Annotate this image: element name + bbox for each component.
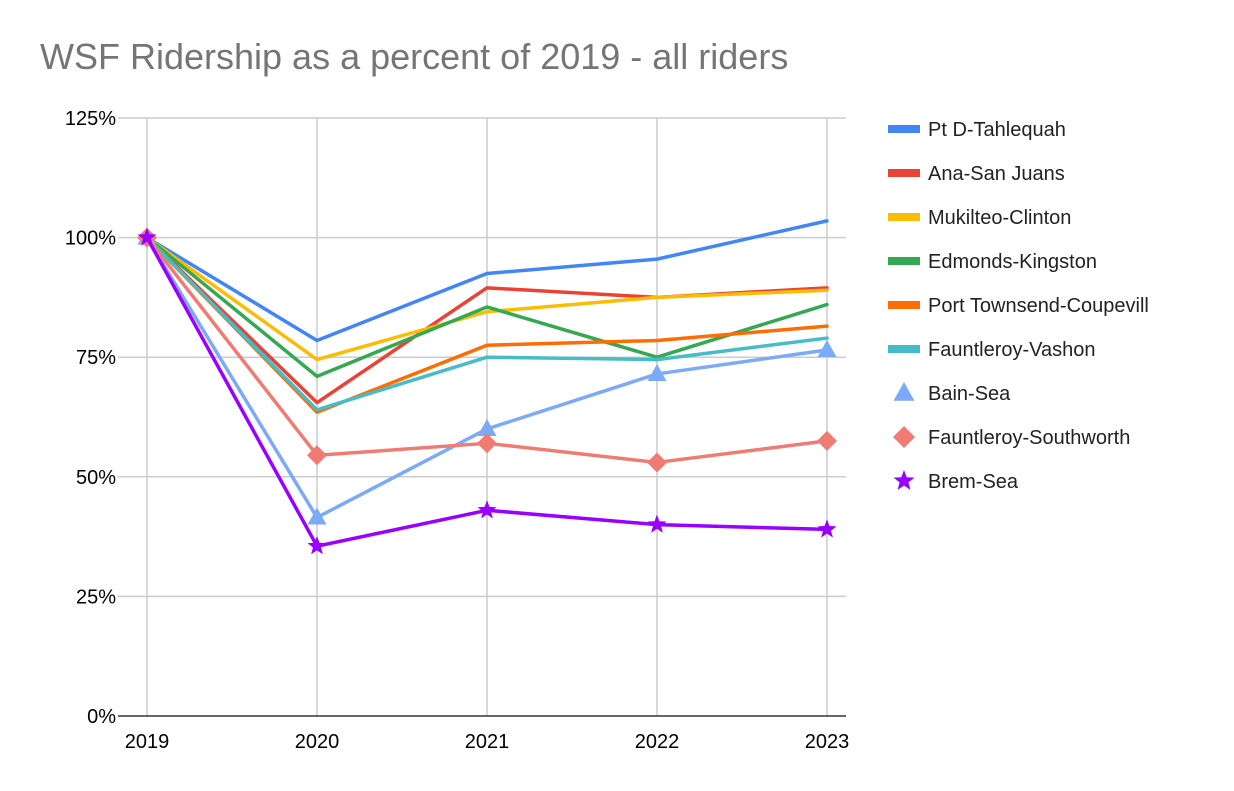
- legend-label: Port Townsend-Coupevill: [928, 295, 1149, 317]
- legend-label: Brem-Sea: [928, 471, 1019, 493]
- y-tick-label: 100%: [65, 228, 116, 250]
- legend-marker: [893, 426, 915, 448]
- y-tick-label: 0%: [87, 706, 116, 728]
- data-point: [647, 363, 667, 381]
- legend-marker: [893, 382, 915, 401]
- series-fauntleroy-southworth: [137, 227, 837, 473]
- legend-marker: [893, 470, 915, 490]
- y-tick-label: 50%: [76, 467, 116, 489]
- series-line: [145, 235, 829, 412]
- legend-item: Port Townsend-Coupevill: [888, 295, 1149, 317]
- legend-item: Pt D-Tahlequah: [888, 119, 1066, 141]
- data-point: [307, 507, 327, 525]
- data-point: [817, 340, 837, 358]
- x-tick-label: 2020: [295, 731, 340, 753]
- data-point: [137, 227, 157, 246]
- data-point: [647, 514, 667, 533]
- legend-item: Mukilteo-Clinton: [888, 207, 1071, 229]
- data-point: [817, 519, 837, 538]
- legend-label: Edmonds-Kingston: [928, 251, 1097, 273]
- legend-item: Fauntleroy-Southworth: [893, 426, 1130, 449]
- legend-item: Bain-Sea: [893, 382, 1011, 405]
- series-pt-d-tahlequah: [145, 219, 829, 343]
- legend-item: Fauntleroy-Vashon: [888, 339, 1096, 361]
- data-point: [477, 433, 497, 454]
- series-edmonds-kingston: [145, 235, 829, 379]
- legend-item: Edmonds-Kingston: [888, 251, 1097, 273]
- legend-swatch: [888, 257, 920, 265]
- legend-swatch: [888, 213, 920, 221]
- grid: [118, 117, 846, 716]
- axes: 0% 25% 50% 75% 100% 125% 2019 2020 2021 2022 2023: [65, 108, 849, 753]
- x-tick-label: 2021: [465, 731, 510, 753]
- legend: Pt D-Tahlequah Ana-San Juans Mukilteo-Clin…: [888, 119, 1149, 493]
- data-point: [307, 536, 327, 555]
- legend-label: Fauntleroy-Southworth: [928, 427, 1130, 449]
- series-line: [145, 235, 829, 379]
- chart-title: WSF Ridership as a percent of 2019 - all…: [40, 36, 789, 77]
- data-point: [817, 430, 837, 451]
- series-group: [137, 219, 837, 555]
- legend-item: Brem-Sea: [893, 470, 1019, 493]
- legend-label: Bain-Sea: [928, 383, 1011, 405]
- series-mukilteo-clinton: [145, 235, 829, 362]
- y-tick-label: 75%: [76, 347, 116, 369]
- series-brem-sea: [137, 227, 837, 555]
- data-point: [647, 452, 667, 473]
- legend-item: Ana-San Juans: [888, 163, 1065, 185]
- y-tick-label: 125%: [65, 108, 116, 130]
- series-fauntleroy-vashon: [145, 235, 829, 412]
- data-point: [477, 500, 497, 519]
- legend-label: Mukilteo-Clinton: [928, 207, 1071, 229]
- legend-swatch: [888, 169, 920, 177]
- x-tick-label: 2019: [125, 731, 170, 753]
- data-point: [307, 445, 327, 466]
- series-line: [145, 219, 829, 343]
- legend-label: Fauntleroy-Vashon: [928, 339, 1096, 361]
- legend-swatch: [888, 345, 920, 353]
- series-line: [145, 235, 829, 362]
- legend-swatch: [888, 125, 920, 133]
- x-tick-label: 2022: [635, 731, 680, 753]
- legend-swatch: [888, 301, 920, 309]
- x-tick-label: 2023: [805, 731, 850, 753]
- legend-label: Ana-San Juans: [928, 163, 1065, 185]
- data-point: [477, 418, 497, 436]
- legend-label: Pt D-Tahlequah: [928, 119, 1066, 141]
- y-tick-label: 25%: [76, 586, 116, 608]
